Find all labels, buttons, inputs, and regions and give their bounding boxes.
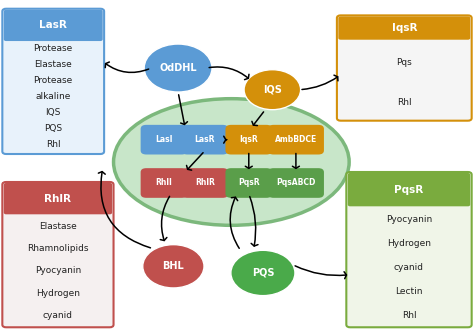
FancyBboxPatch shape bbox=[2, 9, 104, 154]
Text: RhlI: RhlI bbox=[155, 178, 173, 187]
FancyBboxPatch shape bbox=[141, 125, 187, 155]
Text: IqsR: IqsR bbox=[392, 23, 417, 33]
Text: OdDHL: OdDHL bbox=[159, 63, 197, 73]
FancyBboxPatch shape bbox=[2, 182, 114, 327]
Text: cyanid: cyanid bbox=[43, 311, 73, 320]
Text: PqsABCD: PqsABCD bbox=[276, 178, 316, 187]
Ellipse shape bbox=[244, 70, 301, 110]
Text: alkaline: alkaline bbox=[36, 92, 71, 101]
FancyBboxPatch shape bbox=[226, 168, 272, 198]
Text: Rhl: Rhl bbox=[46, 140, 61, 150]
FancyBboxPatch shape bbox=[182, 168, 228, 198]
Text: RhlR: RhlR bbox=[45, 194, 72, 204]
Text: RhlR: RhlR bbox=[195, 178, 215, 187]
Ellipse shape bbox=[231, 250, 295, 296]
Ellipse shape bbox=[143, 245, 204, 288]
Text: Pyocyanin: Pyocyanin bbox=[386, 215, 432, 223]
Text: Protease: Protease bbox=[34, 77, 73, 85]
Text: LasI: LasI bbox=[155, 135, 173, 144]
Text: IqsR: IqsR bbox=[239, 135, 258, 144]
FancyBboxPatch shape bbox=[4, 10, 103, 41]
Text: IQS: IQS bbox=[46, 109, 61, 118]
Text: Rhl: Rhl bbox=[397, 97, 411, 107]
Text: Protease: Protease bbox=[34, 44, 73, 53]
Text: PQS: PQS bbox=[44, 124, 62, 133]
Text: LasR: LasR bbox=[39, 20, 67, 30]
Text: AmbBDCE: AmbBDCE bbox=[275, 135, 317, 144]
Text: PqsR: PqsR bbox=[394, 185, 424, 195]
Text: PqsR: PqsR bbox=[238, 178, 260, 187]
FancyBboxPatch shape bbox=[348, 173, 470, 206]
FancyBboxPatch shape bbox=[268, 125, 324, 155]
FancyBboxPatch shape bbox=[182, 125, 228, 155]
Text: Elastase: Elastase bbox=[34, 60, 72, 70]
Text: LasR: LasR bbox=[195, 135, 215, 144]
FancyBboxPatch shape bbox=[4, 183, 112, 214]
FancyBboxPatch shape bbox=[346, 172, 472, 327]
Text: IQS: IQS bbox=[263, 85, 282, 95]
FancyBboxPatch shape bbox=[268, 168, 324, 198]
Ellipse shape bbox=[114, 99, 349, 225]
Text: Elastase: Elastase bbox=[39, 221, 77, 230]
FancyBboxPatch shape bbox=[338, 16, 470, 40]
Text: Rhl: Rhl bbox=[401, 310, 416, 320]
Text: cyanid: cyanid bbox=[394, 262, 424, 271]
Text: BHL: BHL bbox=[163, 261, 184, 271]
FancyBboxPatch shape bbox=[337, 15, 472, 121]
FancyBboxPatch shape bbox=[226, 125, 272, 155]
Text: Pqs: Pqs bbox=[396, 57, 412, 67]
Text: PQS: PQS bbox=[252, 268, 274, 278]
Text: Hydrogen: Hydrogen bbox=[387, 239, 431, 248]
FancyBboxPatch shape bbox=[141, 168, 187, 198]
Text: Lectin: Lectin bbox=[395, 287, 423, 296]
Text: Rhamnolipids: Rhamnolipids bbox=[27, 244, 89, 253]
Text: Hydrogen: Hydrogen bbox=[36, 289, 80, 298]
Ellipse shape bbox=[144, 44, 212, 92]
Text: Pyocyanin: Pyocyanin bbox=[35, 266, 81, 276]
